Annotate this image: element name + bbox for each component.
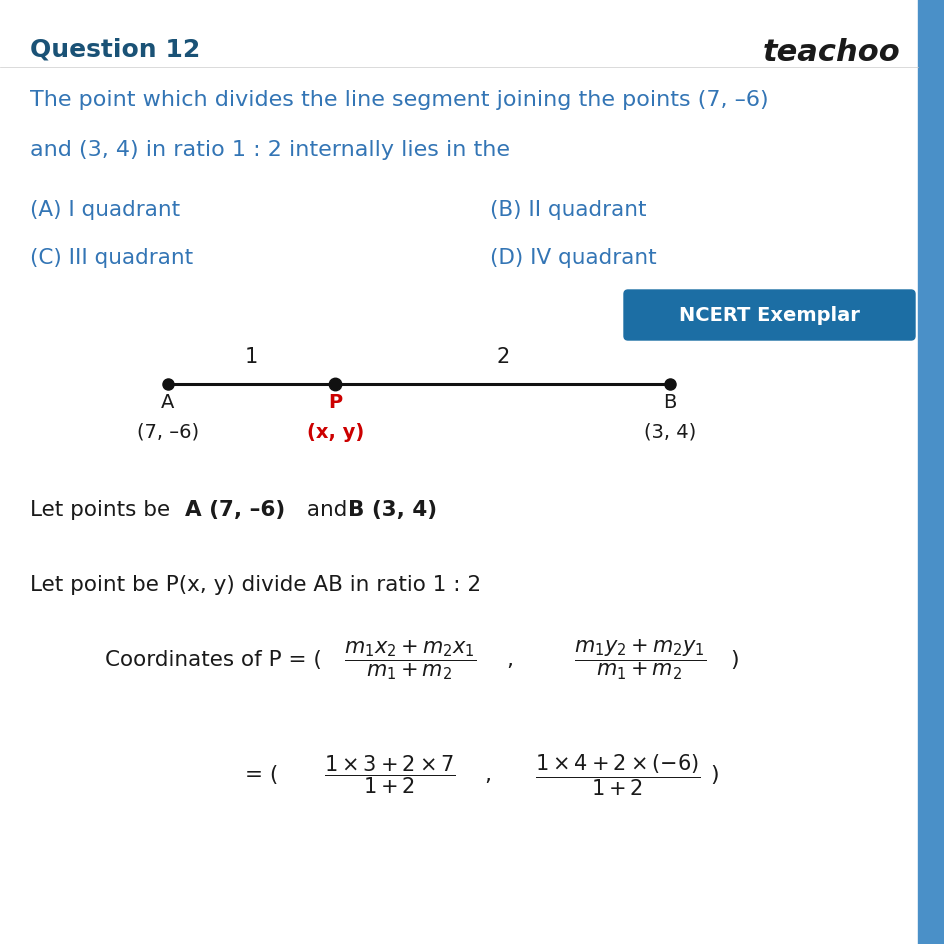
Text: $\dfrac{m_1x_2 + m_2x_1}{m_1 + m_2}$: $\dfrac{m_1x_2 + m_2x_1}{m_1 + m_2}$	[344, 637, 476, 682]
Text: P: P	[328, 393, 342, 412]
Text: A: A	[161, 393, 175, 412]
Text: 2: 2	[496, 346, 509, 366]
Text: $\dfrac{1 \times 3 + 2 \times 7}{1 + 2}$: $\dfrac{1 \times 3 + 2 \times 7}{1 + 2}$	[324, 753, 456, 796]
Text: Let points be: Let points be	[30, 499, 177, 519]
Text: (x, y): (x, y)	[307, 423, 363, 442]
Text: The point which divides the line segment joining the points (7, –6): The point which divides the line segment…	[30, 90, 767, 110]
Text: ,: ,	[506, 649, 513, 669]
Text: NCERT Exemplar: NCERT Exemplar	[679, 306, 859, 325]
Text: (C) III quadrant: (C) III quadrant	[30, 247, 193, 268]
Text: Question 12: Question 12	[30, 38, 200, 62]
Text: $\dfrac{m_1y_2 + m_2y_1}{m_1 + m_2}$: $\dfrac{m_1y_2 + m_2y_1}{m_1 + m_2}$	[573, 637, 705, 682]
Text: B (3, 4): B (3, 4)	[347, 499, 437, 519]
Text: (A) I quadrant: (A) I quadrant	[30, 200, 180, 220]
Text: A (7, –6): A (7, –6)	[185, 499, 285, 519]
Text: Let point be P(x, y) divide AB in ratio 1 : 2: Let point be P(x, y) divide AB in ratio …	[30, 574, 480, 595]
Text: and (3, 4) in ratio 1 : 2 internally lies in the: and (3, 4) in ratio 1 : 2 internally lie…	[30, 140, 510, 160]
Text: $\dfrac{1 \times 4 + 2 \times (-6)}{1 + 2}$: $\dfrac{1 \times 4 + 2 \times (-6)}{1 + …	[534, 751, 700, 797]
Text: (B) II quadrant: (B) II quadrant	[490, 200, 646, 220]
Text: B: B	[663, 393, 676, 412]
Text: 1: 1	[244, 346, 258, 366]
Bar	[917, 0, 944, 944]
Text: (D) IV quadrant: (D) IV quadrant	[490, 247, 656, 268]
Text: teachoo: teachoo	[762, 38, 899, 67]
Text: ): )	[709, 765, 717, 784]
Text: and: and	[299, 499, 354, 519]
Text: (3, 4): (3, 4)	[643, 423, 696, 442]
Text: ): )	[729, 649, 738, 669]
Text: Coordinates of P = (: Coordinates of P = (	[105, 649, 321, 669]
Text: ,: ,	[484, 765, 491, 784]
Text: (7, –6): (7, –6)	[137, 423, 199, 442]
FancyBboxPatch shape	[623, 291, 914, 341]
Text: = (: = (	[244, 765, 278, 784]
